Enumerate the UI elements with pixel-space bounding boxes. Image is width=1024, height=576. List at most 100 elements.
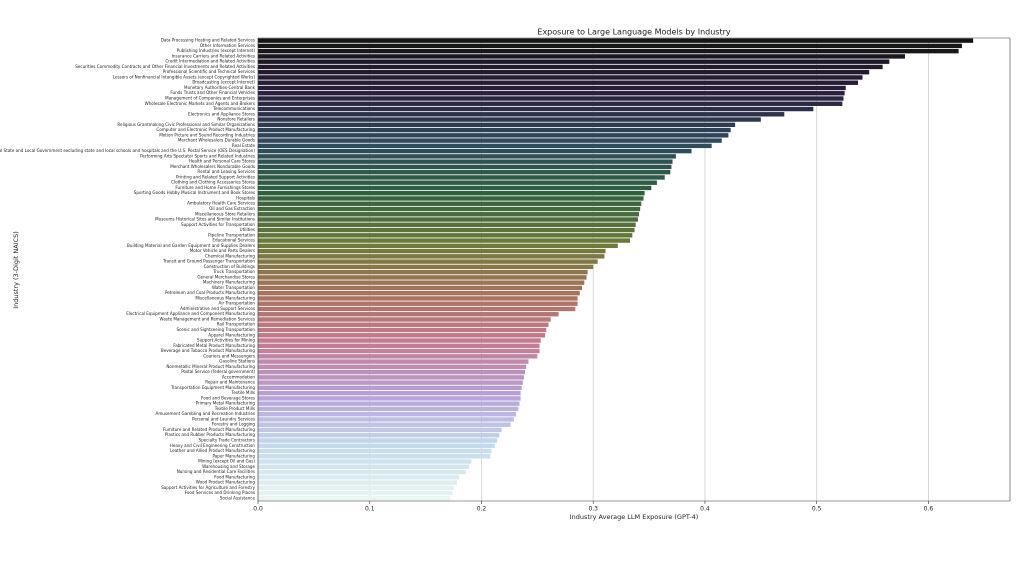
bar bbox=[258, 133, 729, 138]
bar bbox=[258, 438, 498, 443]
bar bbox=[258, 227, 635, 233]
y-tick-label: Telecommunications bbox=[212, 106, 255, 111]
bar bbox=[258, 185, 652, 191]
y-tick-label: Accommodation bbox=[222, 374, 256, 379]
y-tick-label: Merchant Wholesalers Durable Goods bbox=[178, 138, 255, 143]
bar bbox=[258, 264, 594, 270]
y-tick-label: Merchant Wholesalers Nondurable Goods bbox=[170, 164, 255, 169]
y-tick-label: Gasoline Stations bbox=[219, 359, 255, 364]
bar bbox=[258, 464, 470, 470]
y-tick-label: Water Transportation bbox=[212, 285, 255, 290]
bar bbox=[258, 96, 844, 101]
y-tick-label: Electronics and Appliance Stores bbox=[188, 111, 255, 116]
bar bbox=[258, 117, 761, 122]
y-tick-label: Real Estate bbox=[232, 143, 256, 148]
y-tick-label: Paper Manufacturing bbox=[212, 453, 255, 458]
y-tick-label: Utilities bbox=[240, 227, 255, 232]
y-tick-label: Repair and Maintenance bbox=[205, 380, 255, 385]
bar bbox=[258, 69, 870, 75]
bar bbox=[258, 206, 641, 212]
bar bbox=[258, 54, 905, 59]
bar bbox=[258, 343, 540, 348]
bar bbox=[258, 64, 883, 70]
bar bbox=[258, 454, 491, 459]
y-tick-label: Scenic and Sightseeing Transportation bbox=[176, 327, 255, 332]
bar bbox=[258, 138, 722, 143]
bar bbox=[258, 433, 500, 438]
bar bbox=[258, 359, 529, 364]
bar bbox=[258, 75, 863, 80]
bar bbox=[258, 127, 731, 133]
y-tick-label: Air Transportation bbox=[219, 301, 256, 306]
y-tick-label: Support Activities for Transportation bbox=[181, 222, 255, 227]
x-tick-label: 0.5 bbox=[812, 506, 822, 513]
bar bbox=[258, 238, 631, 243]
bar bbox=[258, 448, 492, 454]
bar bbox=[258, 290, 580, 296]
y-tick-label: Motor Vehicle and Parts Dealers bbox=[190, 248, 255, 253]
y-tick-label: Credit Intermediation and Related Activi… bbox=[165, 59, 255, 64]
y-tick-label: Miscellaneous Store Retailers bbox=[195, 211, 255, 216]
bar bbox=[258, 222, 636, 227]
y-tick-label: Printing and Related Support Activities bbox=[176, 174, 255, 179]
bar bbox=[258, 406, 519, 412]
bar bbox=[258, 296, 578, 301]
y-tick-label: Motion Picture and Sound Recording Indus… bbox=[159, 132, 255, 137]
bar bbox=[258, 159, 673, 164]
bar bbox=[258, 59, 890, 64]
bar bbox=[258, 106, 814, 112]
bar bbox=[258, 212, 640, 217]
y-tick-label: Management of Companies and Enterprises bbox=[165, 96, 255, 101]
bar bbox=[258, 154, 676, 159]
bar bbox=[258, 312, 559, 317]
y-tick-label: Specialty Trade Contractors bbox=[198, 437, 255, 442]
y-tick-label: Administrative and Support Services bbox=[180, 306, 255, 311]
bar bbox=[258, 490, 453, 496]
bar bbox=[258, 233, 633, 238]
chart-title: Exposure to Large Language Models by Ind… bbox=[537, 28, 730, 37]
y-tick-label: Nonstore Retailers bbox=[217, 117, 255, 122]
y-tick-label: Food Services and Drinking Places bbox=[185, 490, 255, 495]
bar bbox=[258, 411, 517, 417]
bar bbox=[258, 427, 502, 433]
bar bbox=[258, 201, 642, 206]
bar bbox=[258, 327, 547, 333]
bar bbox=[258, 38, 974, 43]
bar bbox=[258, 385, 522, 391]
bar bbox=[258, 338, 541, 343]
y-tick-label: Furniture and Related Product Manufactur… bbox=[163, 427, 255, 432]
bar bbox=[258, 112, 785, 117]
y-tick-label: Oil and Gas Extraction bbox=[209, 206, 255, 211]
bar bbox=[258, 480, 457, 485]
bar bbox=[258, 180, 657, 185]
y-tick-label: Couriers and Messengers bbox=[203, 353, 255, 358]
bar bbox=[258, 101, 843, 106]
bar bbox=[258, 164, 672, 170]
x-tick-label: 0.1 bbox=[365, 506, 375, 513]
bar bbox=[258, 443, 495, 448]
y-tick-label: General Merchandise Stores bbox=[197, 274, 255, 279]
bar bbox=[258, 191, 645, 196]
y-tick-label: Truck Transportation bbox=[212, 269, 255, 274]
y-tick-label: Amusement Gambling and Recreation Indust… bbox=[156, 411, 255, 416]
y-tick-label: Religious Grantmaking Civic Professional… bbox=[117, 122, 255, 127]
y-tick-label: Support Activities for Agriculture and F… bbox=[161, 485, 255, 490]
y-tick-label: Fabricated Metal Product Manufacturing bbox=[173, 343, 255, 348]
y-tick-label: Performing Arts Spectator Sports and Rel… bbox=[140, 153, 255, 158]
y-tick-label: Federal State and Local Government exclu… bbox=[0, 148, 255, 153]
bar bbox=[258, 285, 583, 291]
y-tick-label: Petroleum and Coal Products Manufacturin… bbox=[165, 290, 255, 295]
x-axis-label: Industry Average LLM Exposure (GPT-4) bbox=[570, 513, 699, 521]
bar bbox=[258, 333, 546, 338]
bar bbox=[258, 364, 527, 370]
y-tick-label: Sporting Goods Hobby Musical Instrument … bbox=[134, 190, 255, 195]
y-tick-label: Leather and Allied Product Manufacturing bbox=[170, 448, 255, 453]
bar bbox=[258, 275, 587, 280]
y-tick-label: Wholesale Electronic Markets and Agents … bbox=[145, 101, 255, 106]
bar bbox=[258, 217, 638, 222]
bar bbox=[258, 348, 540, 354]
bar bbox=[258, 143, 712, 149]
bar bbox=[258, 390, 521, 396]
